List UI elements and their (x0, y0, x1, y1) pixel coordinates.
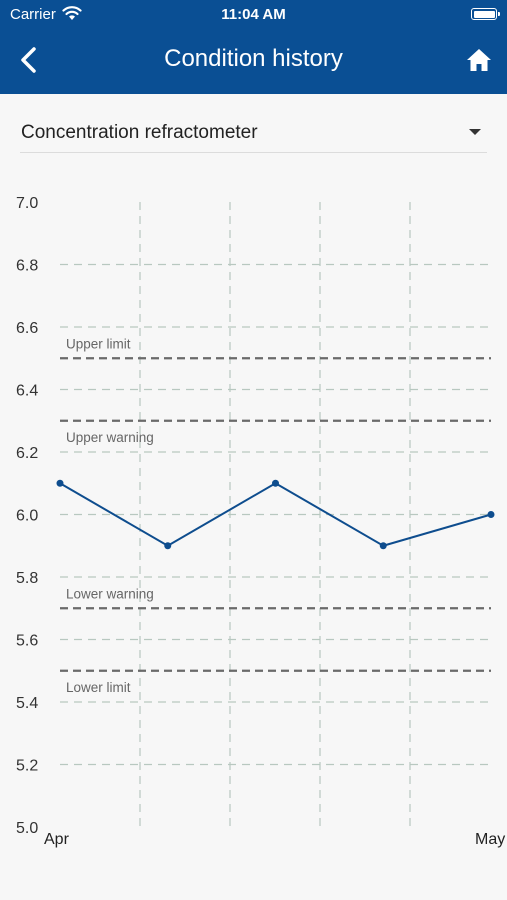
page-title: Condition history (164, 45, 343, 72)
y-tick-label: 6.4 (16, 383, 38, 400)
wifi-icon (62, 6, 82, 20)
data-point (164, 542, 172, 550)
carrier-label: Carrier (10, 6, 56, 23)
data-point (379, 542, 387, 550)
data-point (487, 511, 495, 518)
status-time: 11:04 AM (221, 6, 286, 23)
home-button[interactable] (465, 46, 493, 74)
y-tick-label: 5.8 (16, 570, 38, 587)
navigation-bar: Carrier 11:04 AM Condition history (0, 0, 507, 94)
threshold-label: Lower warning (66, 586, 154, 601)
y-tick-label: 6.6 (16, 320, 38, 337)
x-tick-label: Apr (44, 831, 70, 848)
y-tick-label: 5.4 (16, 695, 38, 712)
home-icon (467, 49, 491, 71)
threshold-label: Upper limit (66, 336, 131, 351)
data-point (56, 479, 64, 487)
condition-chart: 5.0 5.2 5.4 5.6 5.8 6.0 6.2 6.4 6.6 6.8 7.0 Upper l… (16, 195, 505, 848)
battery-icon (471, 8, 500, 20)
sensor-dropdown-value: Concentration refractometer (21, 122, 258, 143)
chevron-left-icon (21, 47, 36, 73)
threshold-label: Upper warning (66, 430, 154, 445)
back-button[interactable] (12, 44, 42, 76)
caret-down-icon (469, 129, 481, 135)
y-tick-label: 5.6 (16, 633, 38, 650)
sensor-dropdown[interactable]: Concentration refractometer (20, 112, 487, 153)
y-tick-label: 6.8 (16, 258, 38, 275)
x-tick-label: May (475, 831, 505, 848)
threshold-label: Lower limit (66, 680, 131, 695)
y-tick-label: 6.2 (16, 445, 38, 462)
status-bar: Carrier 11:04 AM (0, 0, 507, 30)
y-tick-label: 6.0 (16, 508, 38, 525)
data-point (272, 479, 279, 487)
y-tick-label: 5.2 (16, 758, 38, 775)
y-tick-label: 5.0 (16, 820, 38, 837)
y-tick-label: 7.0 (16, 195, 38, 212)
